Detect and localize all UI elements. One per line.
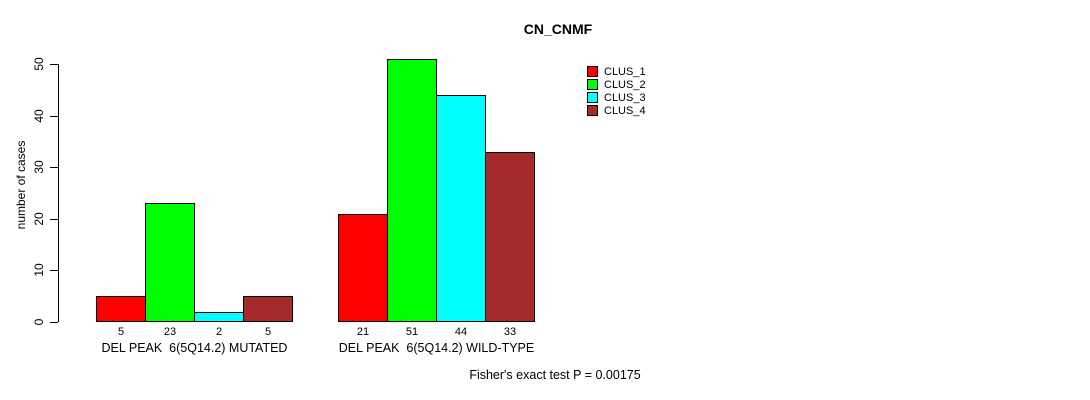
y-axis-tick-label: 50 <box>32 57 46 71</box>
y-axis-line <box>58 64 59 322</box>
legend: CLUS_1 CLUS_2 CLUS_3 CLUS_4 <box>587 65 646 117</box>
legend-label: CLUS_4 <box>604 104 646 117</box>
legend-swatch-icon <box>587 79 598 90</box>
bar-value-label: 51 <box>405 326 419 338</box>
group-label: DEL PEAK 6(5Q14.2) MUTATED <box>101 341 288 355</box>
y-axis-tick <box>50 167 58 168</box>
y-axis-tick <box>50 219 58 220</box>
legend-label: CLUS_3 <box>604 91 646 104</box>
bar-clus_4-group1 <box>243 296 293 322</box>
bar-value-label: 21 <box>356 326 370 338</box>
legend-item-clus_3: CLUS_3 <box>587 91 646 104</box>
y-axis-title: number of cases <box>14 140 28 230</box>
y-axis-tick <box>50 270 58 271</box>
bar-clus_4-group2 <box>485 152 535 322</box>
bar-clus_2-group1 <box>145 203 195 322</box>
legend-swatch-icon <box>587 66 598 77</box>
bar-clus_1-group1 <box>96 296 146 322</box>
y-axis-tick-label: 10 <box>32 263 46 277</box>
chart-title: CN_CNMF <box>523 21 593 37</box>
legend-label: CLUS_1 <box>604 65 646 78</box>
fisher-test-annotation: Fisher's exact test P = 0.00175 <box>469 368 641 382</box>
legend-swatch-icon <box>587 92 598 103</box>
y-axis-tick-label: 0 <box>32 318 46 326</box>
y-axis-tick <box>50 116 58 117</box>
legend-label: CLUS_2 <box>604 78 646 91</box>
y-axis-tick-label: 20 <box>32 212 46 226</box>
bar-clus_3-group2 <box>436 95 486 322</box>
bar-clus_3-group1 <box>194 312 244 322</box>
bar-value-label: 23 <box>163 326 177 338</box>
group-label: DEL PEAK 6(5Q14.2) WILD-TYPE <box>338 341 535 355</box>
y-axis-tick <box>50 322 58 323</box>
bar-value-label: 33 <box>503 326 517 338</box>
y-axis-tick-label: 40 <box>32 109 46 123</box>
y-axis-tick <box>50 64 58 65</box>
legend-item-clus_1: CLUS_1 <box>587 65 646 78</box>
bar-clus_1-group2 <box>338 214 388 322</box>
bar-clus_2-group2 <box>387 59 437 322</box>
bar-value-label: 2 <box>215 326 223 338</box>
legend-swatch-icon <box>587 105 598 116</box>
bar-value-label: 44 <box>454 326 468 338</box>
y-axis-tick-label: 30 <box>32 160 46 174</box>
bar-value-label: 5 <box>117 326 125 338</box>
bar-value-label: 5 <box>264 326 272 338</box>
legend-item-clus_2: CLUS_2 <box>587 78 646 91</box>
legend-item-clus_4: CLUS_4 <box>587 104 646 117</box>
